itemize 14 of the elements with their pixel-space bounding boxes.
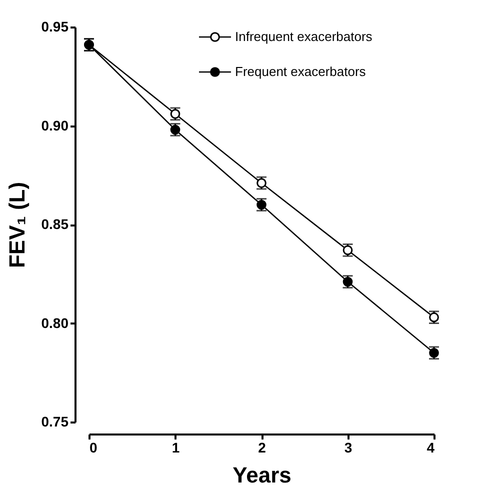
x-tick-label: 2 <box>258 440 266 456</box>
x-axis-title: Years <box>232 462 292 488</box>
y-tick-label: 0.90 <box>41 117 69 134</box>
y-tick-label: 0.95 <box>41 18 69 34</box>
x-tick-label: 0 <box>90 440 98 456</box>
x-tick-label: 4 <box>426 440 435 456</box>
y-tick-label: 0.85 <box>41 216 69 232</box>
y-axis-title: FEV₁ (L) <box>4 182 30 268</box>
legend-label: Frequent exacerbators <box>235 64 366 79</box>
y-tick-label: 0.75 <box>41 414 69 430</box>
x-tick-label: 1 <box>172 440 180 456</box>
y-tick-label: 0.80 <box>41 314 69 331</box>
x-tick-label: 3 <box>344 440 352 456</box>
legend-label: Infrequent exacerbators <box>235 29 373 44</box>
